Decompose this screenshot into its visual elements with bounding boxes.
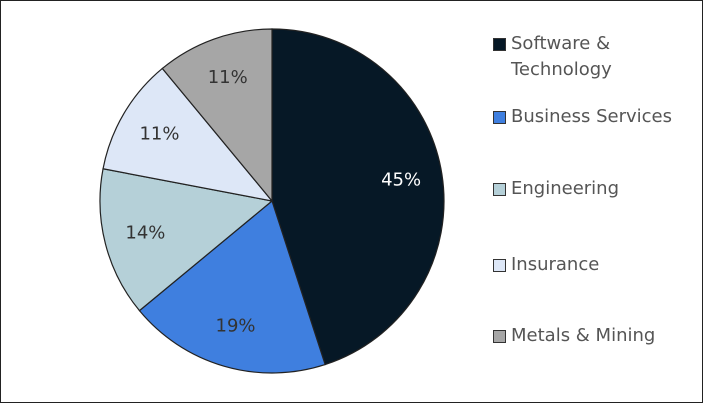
slice-label: 45%	[381, 170, 421, 191]
legend-swatch	[493, 259, 506, 272]
legend-item: Business Services	[493, 104, 693, 130]
pie-slice	[102, 67, 274, 202]
legend-swatch	[493, 330, 506, 343]
legend-item: Metals & Mining	[493, 323, 693, 349]
legend-label: Engineering	[511, 178, 619, 199]
legend-label: Business Services	[511, 106, 672, 127]
pie-slice	[138, 199, 326, 374]
slice-label: 11%	[208, 67, 248, 88]
slice-label: 14%	[125, 223, 165, 244]
legend-swatch	[493, 183, 506, 196]
slice-label: 19%	[216, 316, 256, 337]
pie-slice	[271, 28, 445, 366]
legend-swatch	[493, 111, 506, 124]
legend-item: Engineering	[493, 176, 693, 202]
pie-slice	[99, 168, 274, 312]
slice-label: 11%	[139, 123, 179, 144]
legend-label: Metals & Mining	[511, 325, 656, 346]
pie-slice	[161, 28, 273, 203]
legend-item: Insurance	[493, 252, 693, 278]
legend-label: Software & Technology	[511, 33, 612, 80]
legend-swatch	[493, 38, 506, 51]
legend-label: Insurance	[511, 254, 600, 275]
legend-item: Software & Technology	[493, 31, 693, 83]
